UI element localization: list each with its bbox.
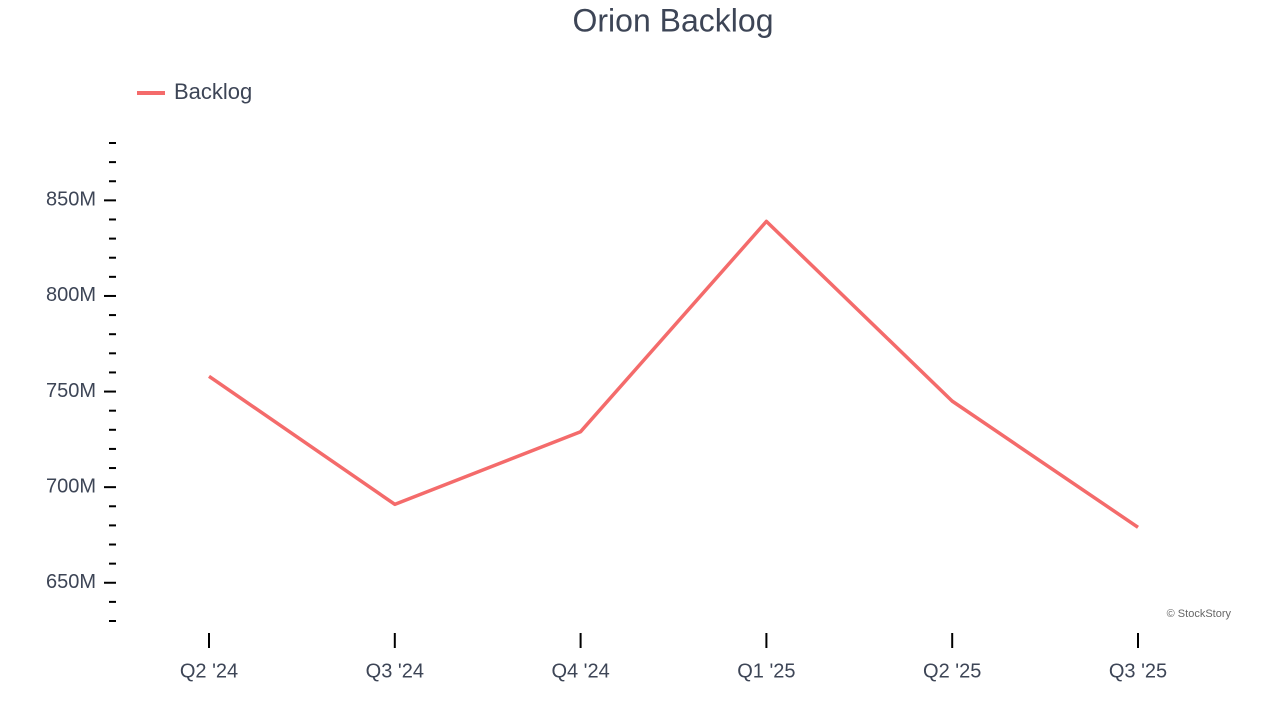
chart-title: Orion Backlog xyxy=(573,2,774,38)
y-tick-label: 800M xyxy=(46,284,96,306)
x-tick-label: Q2 '24 xyxy=(180,660,238,682)
y-tick-label: 750M xyxy=(46,380,96,402)
x-tick-label: Q3 '25 xyxy=(1109,660,1167,682)
y-tick-label: 850M xyxy=(46,189,96,211)
x-tick-label: Q2 '25 xyxy=(923,660,981,682)
y-tick-label: 650M xyxy=(46,571,96,593)
y-tick-label: 700M xyxy=(46,475,96,497)
x-tick-label: Q1 '25 xyxy=(737,660,795,682)
line-series xyxy=(208,219,1139,529)
x-tick-label: Q3 '24 xyxy=(366,660,424,682)
x-tick-label: Q4 '24 xyxy=(551,660,609,682)
legend-label: Backlog xyxy=(174,79,252,104)
credit: © StockStory xyxy=(1167,608,1232,620)
